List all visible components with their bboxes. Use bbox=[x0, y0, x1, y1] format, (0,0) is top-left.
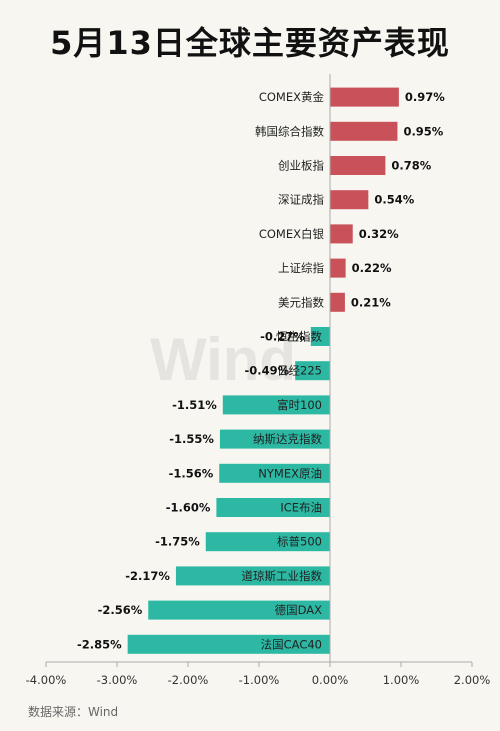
value-label: -1.55% bbox=[169, 432, 214, 446]
bar bbox=[330, 258, 346, 278]
bar bbox=[330, 292, 345, 312]
value-label: -0.49% bbox=[245, 364, 290, 378]
bar bbox=[330, 224, 353, 244]
x-tick-label: 0.00% bbox=[312, 673, 349, 687]
category-label: 法国CAC40 bbox=[261, 637, 322, 651]
bar bbox=[330, 156, 386, 175]
category-label: 上证综指 bbox=[278, 261, 324, 275]
bar bbox=[310, 327, 330, 346]
chart-title: 5月13日全球主要资产表现 bbox=[50, 24, 450, 62]
watermark-text: Wind bbox=[150, 326, 297, 393]
category-label: 韩国综合指数 bbox=[255, 124, 324, 138]
category-label: COMEX白银 bbox=[259, 227, 325, 241]
bar bbox=[216, 498, 330, 517]
category-label: 日经225 bbox=[277, 364, 322, 378]
x-tick-label: 1.00% bbox=[383, 673, 420, 687]
value-label: 0.22% bbox=[352, 261, 392, 275]
category-label: 美元指数 bbox=[278, 295, 324, 309]
value-label: -1.75% bbox=[155, 535, 200, 549]
x-tick-label: -2.00% bbox=[168, 673, 209, 687]
source-note: 数据来源：Wind bbox=[28, 705, 119, 719]
category-label: 标普500 bbox=[277, 535, 322, 549]
bar bbox=[219, 463, 330, 483]
category-label: 富时100 bbox=[277, 398, 322, 412]
bar bbox=[127, 634, 331, 654]
category-label: NYMEX原油 bbox=[258, 466, 322, 480]
category-label: 恒生指数 bbox=[276, 330, 322, 344]
bar bbox=[295, 361, 330, 381]
value-label: -2.85% bbox=[77, 637, 122, 651]
value-label: -2.17% bbox=[125, 569, 170, 583]
value-label: 0.95% bbox=[403, 124, 443, 138]
category-label: 道琼斯工业指数 bbox=[242, 569, 323, 583]
bar bbox=[330, 87, 399, 107]
category-label: 深证成指 bbox=[278, 193, 324, 207]
value-label: 0.54% bbox=[374, 193, 414, 207]
value-label: -2.56% bbox=[98, 603, 143, 617]
x-tick-label: 2.00% bbox=[454, 673, 491, 687]
value-label: 0.32% bbox=[359, 227, 399, 241]
category-label: COMEX黄金 bbox=[259, 90, 325, 104]
category-label: 德国DAX bbox=[275, 603, 323, 617]
bar bbox=[148, 600, 330, 620]
value-label: 0.97% bbox=[405, 90, 445, 104]
bar bbox=[205, 532, 330, 552]
category-label: 创业板指 bbox=[278, 159, 324, 173]
value-label: -1.56% bbox=[169, 466, 214, 480]
x-tick-label: -3.00% bbox=[97, 673, 138, 687]
x-tick-label: -1.00% bbox=[239, 673, 280, 687]
bar bbox=[330, 121, 398, 141]
value-label: -0.27% bbox=[260, 330, 305, 344]
value-label: 0.78% bbox=[391, 159, 431, 173]
bar bbox=[175, 566, 330, 586]
category-label: 纳斯达克指数 bbox=[253, 432, 322, 446]
value-label: -1.60% bbox=[166, 501, 211, 515]
bar bbox=[222, 395, 330, 415]
bar bbox=[219, 429, 330, 449]
category-label: ICE布油 bbox=[280, 501, 322, 515]
x-tick-label: -4.00% bbox=[26, 673, 67, 687]
bar bbox=[330, 190, 369, 210]
value-label: 0.21% bbox=[351, 295, 391, 309]
value-label: -1.51% bbox=[172, 398, 217, 412]
